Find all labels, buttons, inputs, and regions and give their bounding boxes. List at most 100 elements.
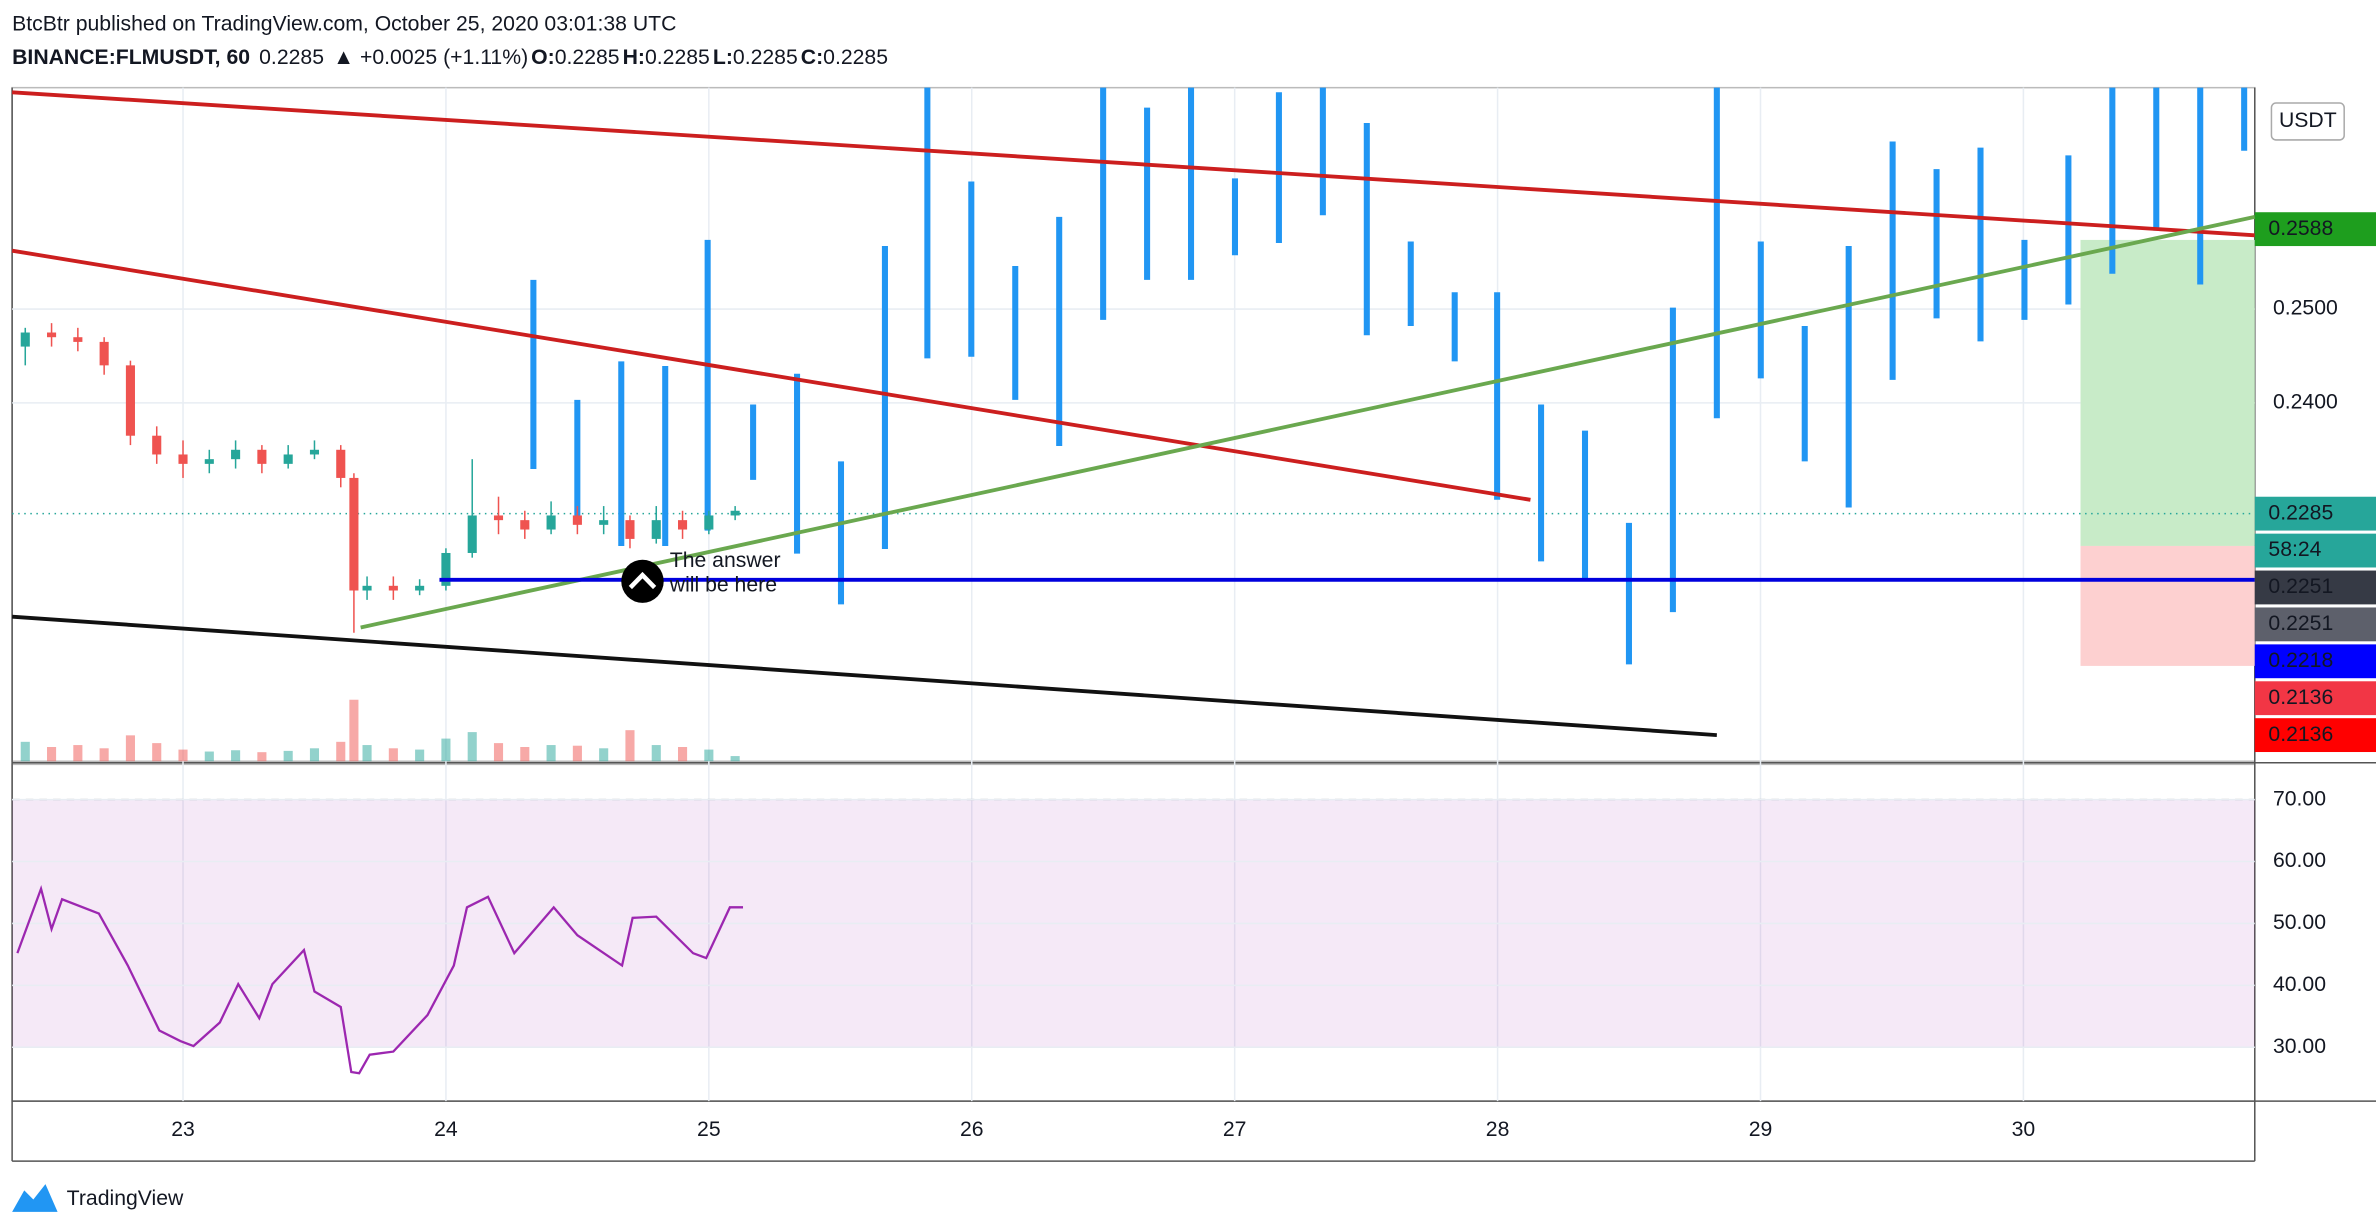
- volume-bar: [546, 745, 556, 762]
- last-price: 0.2285: [259, 45, 324, 69]
- publisher: BtcBtr published on TradingView.com, Oct…: [12, 11, 676, 35]
- y-tick-label: 70.00: [2273, 786, 2326, 810]
- y-tick-label: 30.00: [2273, 1034, 2326, 1058]
- price-label-box: [2254, 681, 2376, 716]
- candle-body: [704, 515, 714, 530]
- volume-bar: [520, 747, 530, 762]
- candle-body: [178, 454, 188, 464]
- candle-body: [99, 341, 109, 366]
- volume-bar: [493, 743, 504, 762]
- ohlc-key: L:: [713, 45, 733, 69]
- volume-bar: [349, 699, 359, 762]
- price-label: 0.2218: [2268, 648, 2333, 672]
- price-label: 0.2251: [2268, 574, 2333, 598]
- volume-bar: [362, 745, 372, 762]
- candle-body: [309, 449, 320, 455]
- price-label-box: [2254, 644, 2376, 679]
- y-tick-label: 0.2400: [2273, 389, 2338, 413]
- annotation-icon: [621, 559, 664, 603]
- header: BtcBtr published on TradingView.com, Oct…: [12, 11, 888, 69]
- volume-bar: [178, 749, 188, 762]
- price-label: 0.2588: [2268, 216, 2333, 240]
- candle-body: [415, 585, 425, 591]
- volume-bar: [283, 750, 293, 762]
- volume-bar: [20, 741, 30, 762]
- candle-body: [125, 365, 135, 436]
- volume-bar: [599, 748, 609, 762]
- trend-line: [11, 614, 1717, 738]
- candle-body: [651, 520, 661, 539]
- trend-line: [360, 214, 2256, 630]
- annotation-icon-arrow: [628, 571, 657, 590]
- trend-lines: [11, 90, 2256, 738]
- trend-line: [11, 248, 1531, 502]
- trend-line: [12, 90, 2255, 238]
- volume-bar: [73, 745, 83, 762]
- annotation-line: will be here: [669, 572, 777, 596]
- price-change: ▲ +0.0025 (+1.11%): [333, 45, 528, 69]
- volume-bar: [388, 748, 398, 762]
- volume-bar: [415, 749, 425, 762]
- candle-body: [204, 459, 214, 464]
- volume-bar: [99, 748, 109, 762]
- symbol: BINANCE:FLMUSDT, 60: [12, 45, 250, 69]
- candle-body: [572, 515, 582, 525]
- price-label: 0.2285: [2268, 500, 2333, 524]
- drawings: [12, 87, 2255, 666]
- ohlc-value: 0.2285: [823, 45, 888, 69]
- price-label-box: [2254, 718, 2376, 753]
- currency: USDT: [2279, 108, 2337, 132]
- x-tick-label: 29: [1749, 1117, 1773, 1141]
- candle-body: [467, 515, 477, 553]
- annotation: The answer will be here: [621, 548, 781, 603]
- price-label-box: [2254, 496, 2376, 531]
- volume-bar: [625, 730, 635, 762]
- volume-bar: [441, 738, 451, 762]
- volume-bar: [125, 735, 135, 762]
- logo-text: TradingView: [67, 1186, 184, 1210]
- price-label: 0.2136: [2268, 685, 2333, 709]
- rsi-line: [16, 884, 744, 1075]
- loss-zone: [2080, 545, 2255, 666]
- candle-body: [730, 510, 740, 516]
- ohlc-value: 0.2285: [555, 45, 620, 69]
- y-tick-label: 0.2500: [2273, 296, 2338, 320]
- x-tick-label: 25: [697, 1117, 721, 1141]
- candle-body: [599, 520, 609, 525]
- price-label: 0.2136: [2268, 722, 2333, 746]
- series: [16, 323, 744, 1075]
- candle-body: [283, 454, 293, 464]
- volume-bar: [231, 750, 241, 762]
- price-label-box: [2254, 533, 2376, 568]
- volume-bar: [651, 745, 661, 762]
- candle-body: [520, 520, 530, 530]
- x-tick-label: 30: [2012, 1117, 2036, 1141]
- candle-body: [678, 520, 688, 530]
- y-tick-label: 40.00: [2273, 972, 2326, 996]
- grid: [12, 87, 2255, 1102]
- annotation-line: The answer: [670, 548, 781, 572]
- volume-bar: [572, 745, 582, 762]
- y-tick-label: 60.00: [2273, 848, 2326, 872]
- x-tick-label: 28: [1486, 1117, 1510, 1141]
- ohlc-key: H:: [623, 45, 645, 69]
- x-tick-label: 27: [1223, 1117, 1247, 1141]
- candle-body: [362, 585, 372, 591]
- candle-body: [388, 585, 398, 591]
- candle-body: [625, 520, 635, 539]
- candle-body: [441, 552, 451, 586]
- volume-bar: [309, 748, 320, 762]
- x-tick-label: 23: [171, 1117, 195, 1141]
- candle-body: [231, 449, 241, 460]
- x-tick-label: 26: [960, 1117, 984, 1141]
- logo: TradingView: [12, 1184, 184, 1212]
- ohlc-key: O:: [531, 45, 555, 69]
- price-label: 0.2251: [2268, 611, 2333, 635]
- candle-body: [73, 337, 83, 342]
- candle-body: [152, 435, 162, 455]
- x-tick-label: 24: [434, 1117, 458, 1141]
- price-labels: 0.2588 0.2285 58:24 0.2251 0.2251 0.2218 0.213…: [2254, 212, 2376, 753]
- candle-body: [349, 477, 359, 591]
- volume-bar: [467, 732, 477, 762]
